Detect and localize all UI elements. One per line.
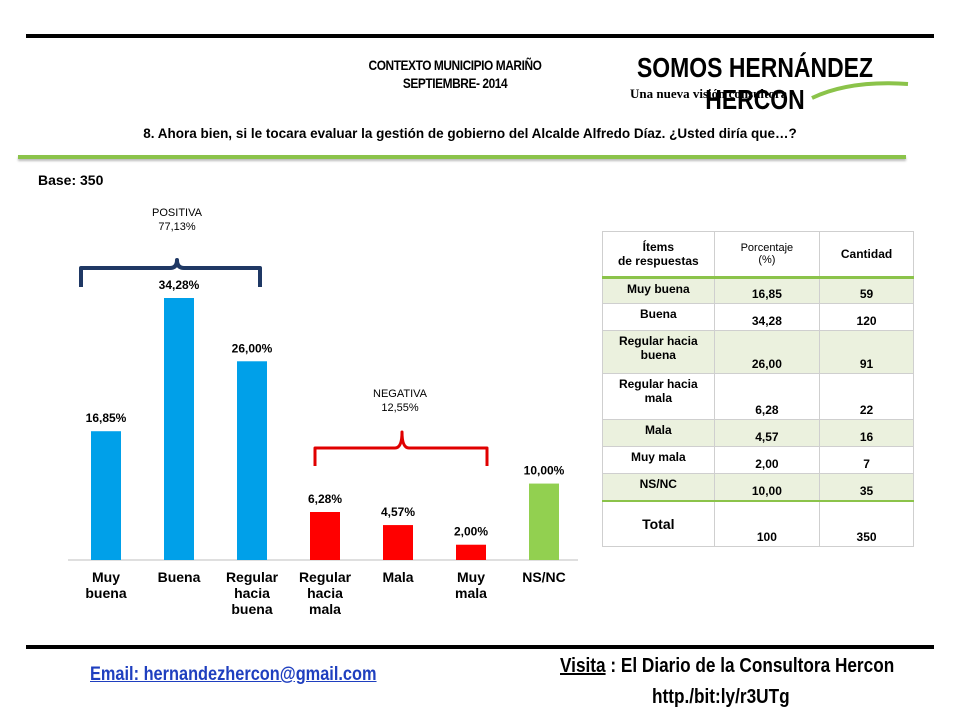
table-cell-total-percent: 100 — [713, 499, 821, 547]
category-label: Buena — [158, 569, 201, 585]
category-label: buena — [85, 585, 126, 601]
table-total-row: Total 100 350 — [602, 499, 914, 547]
table-cell-item: Muy mala — [602, 446, 715, 474]
table-row: Regular hacia buena 26,00 91 — [602, 330, 914, 374]
table-cell-item: Buena — [602, 303, 715, 331]
email-link[interactable]: Email: hernandezhercon@gmail.com — [90, 664, 377, 685]
table-cell-percent: 26,00 — [713, 330, 821, 374]
bottom-rule — [26, 645, 934, 649]
table-cell-total-quantity: 350 — [819, 499, 914, 547]
top-rule — [26, 34, 934, 38]
data-label: 26,00% — [232, 341, 273, 355]
table-header-items: Ítems de respuestas — [602, 231, 715, 279]
table-cell-percent: 4,57 — [713, 419, 821, 447]
table-cell-percent: 2,00 — [713, 446, 821, 474]
category-label: hacia — [234, 585, 270, 601]
data-label: 16,85% — [86, 411, 127, 425]
category-label: NS/NC — [522, 569, 566, 585]
brand-tagline: Una nueva visión consultora — [630, 86, 788, 101]
positive-value-text: 77,13% — [158, 221, 196, 233]
data-label: 34,28% — [159, 278, 200, 292]
table-cell-quantity: 120 — [819, 303, 914, 331]
negative-bracket — [313, 430, 489, 466]
positive-bracket — [79, 258, 262, 287]
positive-group-label: POSITIVA 77,13% — [127, 206, 227, 234]
table-cell-item: Mala — [602, 419, 715, 447]
category-label: Muy — [457, 569, 485, 585]
visit-line: Visita : El Diario de la Consultora Herc… — [560, 655, 894, 678]
table-cell-percent: 16,85 — [713, 277, 821, 304]
table-row: Muy buena 16,85 59 — [602, 277, 914, 304]
visit-word: Visita — [560, 655, 606, 677]
table-row: NS/NC 10,00 35 — [602, 473, 914, 501]
brand-swoosh-icon — [811, 81, 909, 100]
table-row: Mala 4,57 16 — [602, 419, 914, 447]
bar-muy-buena — [91, 431, 121, 560]
table-header-quantity: Cantidad — [819, 231, 914, 279]
visit-rest: : El Diario de la Consultora Hercon — [605, 655, 895, 677]
category-label: buena — [231, 601, 272, 617]
table-header-percent: Porcentaje (%) — [713, 231, 821, 279]
table-row: Regular hacia mala 6,28 22 — [602, 373, 914, 420]
category-label: hacia — [307, 585, 343, 601]
negative-label-text: NEGATIVA — [373, 388, 427, 400]
category-label: mala — [309, 601, 341, 617]
bar-muy-mala — [456, 544, 486, 560]
short-url-link[interactable]: http./bit:ly/r3UTg — [652, 686, 790, 708]
table-cell-quantity: 59 — [819, 277, 914, 304]
table-cell-item: NS/NC — [602, 473, 715, 501]
table-cell-percent: 34,28 — [713, 303, 821, 331]
data-label: 10,00% — [524, 464, 565, 478]
bar-buena — [164, 298, 194, 560]
context-line-2: SEPTIEMBRE- 2014 — [402, 75, 508, 91]
positive-label-text: POSITIVA — [152, 207, 202, 219]
table-row: Buena 34,28 120 — [602, 303, 914, 331]
context-heading: CONTEXTO MUNICIPIO MARIÑO SEPTIEMBRE- 20… — [349, 56, 562, 92]
table-cell-quantity: 35 — [819, 473, 914, 501]
bar-regular-hacia-buena — [237, 361, 267, 560]
table-cell-item: Regular hacia buena — [602, 330, 715, 374]
negative-value-text: 12,55% — [381, 402, 419, 414]
table-row: Muy mala 2,00 7 — [602, 446, 914, 474]
context-line-1: CONTEXTO MUNICIPIO MARIÑO — [368, 57, 542, 73]
bar-ns-nc — [529, 483, 559, 560]
data-label: 4,57% — [381, 505, 415, 519]
table-cell-percent: 10,00 — [713, 473, 821, 501]
table-cell-quantity: 7 — [819, 446, 914, 474]
table-cell-percent: 6,28 — [713, 373, 821, 420]
base-label: Base: 350 — [38, 172, 104, 188]
table-cell-item: Muy buena — [602, 277, 715, 304]
category-label: mala — [455, 585, 487, 601]
table-cell-item: Regular hacia mala — [602, 373, 715, 420]
bar-mala — [383, 525, 413, 560]
data-label: 6,28% — [308, 492, 342, 506]
category-label: Mala — [382, 569, 413, 585]
table-cell-quantity: 22 — [819, 373, 914, 420]
category-label: Regular — [226, 569, 279, 585]
brand-logo-text: SOMOS HERNÁNDEZ HERCON — [636, 52, 873, 115]
table-cell-total-label: Total — [602, 499, 715, 547]
bar-regular-hacia-mala — [310, 512, 340, 560]
table-cell-quantity: 91 — [819, 330, 914, 374]
table-cell-quantity: 16 — [819, 419, 914, 447]
question-rule — [18, 155, 906, 159]
results-table: Ítems de respuestas Porcentaje (%) Canti… — [602, 231, 914, 547]
data-label: 2,00% — [454, 525, 488, 539]
negative-group-label: NEGATIVA 12,55% — [350, 387, 450, 415]
category-label: Muy — [92, 569, 120, 585]
category-label: Regular — [299, 569, 352, 585]
survey-question: 8. Ahora bien, si le tocara evaluar la g… — [143, 126, 797, 141]
